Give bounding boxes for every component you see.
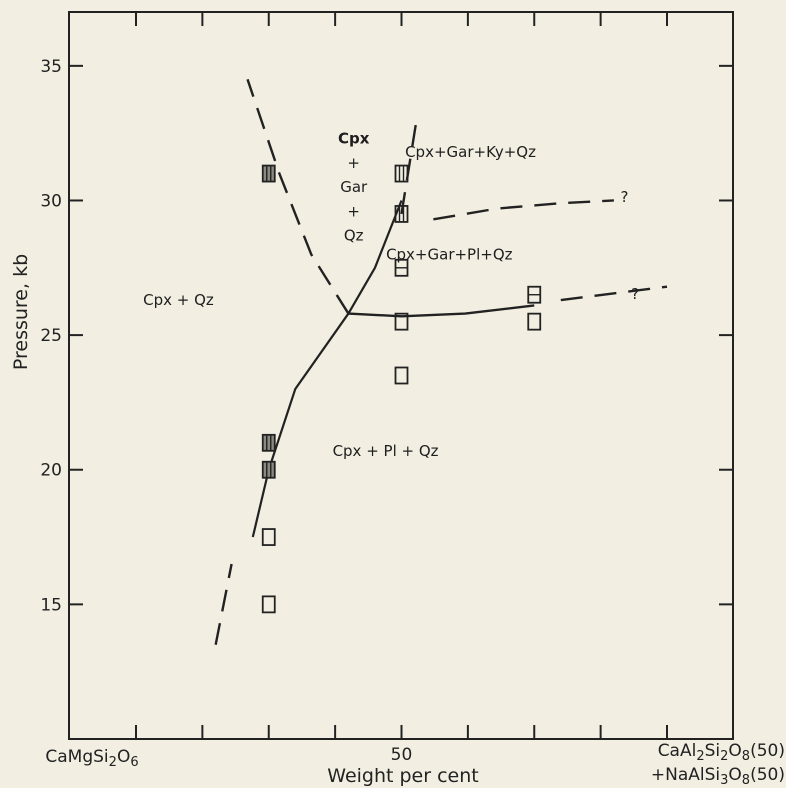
experiment-point xyxy=(394,258,409,277)
field-label: Qz xyxy=(344,226,364,244)
experiment-points xyxy=(261,164,542,614)
phase-boundaries: ?? xyxy=(214,78,668,645)
x-tick-label-left: CaMgSi2O6 xyxy=(45,747,138,770)
experiment-point xyxy=(261,460,276,479)
experiment-point xyxy=(394,312,409,331)
field-label: Cpx + Qz xyxy=(143,291,214,309)
experiment-point xyxy=(394,366,409,385)
experiment-point xyxy=(394,205,409,223)
field-label: Cpx+Gar+Ky+Qz xyxy=(405,143,536,161)
field-label: Cpx+Gar+Pl+Qz xyxy=(386,245,513,263)
x-tick-label-mid: 50 xyxy=(391,745,413,765)
x-tick-label-right: CaAl2Si2O8(50) xyxy=(658,741,785,764)
boundary-gar-in-dashed-high xyxy=(400,114,419,215)
y-axis-title: Pressure, kb xyxy=(10,254,32,370)
experiment-point xyxy=(261,433,276,452)
field-label: + xyxy=(347,154,360,172)
tick-labels: 15 20 25 30 35 CaMgSi2O6 50 CaAl2Si2O8(50)+NaAl… xyxy=(40,57,785,788)
experiment-point xyxy=(261,528,276,546)
boundary-pl-out-dashed xyxy=(560,285,668,302)
y-tick-label: 20 xyxy=(40,461,62,481)
axis-ticks xyxy=(69,12,733,739)
experiment-point xyxy=(261,595,276,614)
field-label: Cpx xyxy=(338,130,370,148)
boundary-pl-out xyxy=(348,304,535,318)
boundary-gar-in-dashed-low xyxy=(214,563,233,645)
y-tick-label: 30 xyxy=(40,191,62,211)
field-label: Gar xyxy=(340,178,368,196)
boundary-qz-out xyxy=(246,78,350,315)
field-label: + xyxy=(347,202,360,220)
x-tick-label-right-2: +NaAlSi3O8(50) xyxy=(651,765,785,788)
field-labels: Cpx + Qz Cpx + Gar + Qz Cpx+Gar+Ky+Qz Cpx+Gar+P… xyxy=(143,130,536,460)
experiment-point xyxy=(261,164,276,183)
x-axis-title: Weight per cent xyxy=(327,765,478,787)
question-mark: ? xyxy=(621,188,629,206)
y-tick-label: 15 xyxy=(40,595,62,615)
experiment-point xyxy=(527,312,542,331)
y-tick-label: 35 xyxy=(40,57,62,77)
experiment-point xyxy=(527,285,542,304)
y-tick-label: 25 xyxy=(40,326,62,346)
question-mark: ? xyxy=(631,285,639,303)
plot-area-frame xyxy=(68,11,734,740)
boundary-ky-in xyxy=(433,199,614,221)
field-label: Cpx + Pl + Qz xyxy=(333,442,439,460)
experiment-point xyxy=(394,164,409,183)
boundary-gar-in xyxy=(251,200,403,538)
